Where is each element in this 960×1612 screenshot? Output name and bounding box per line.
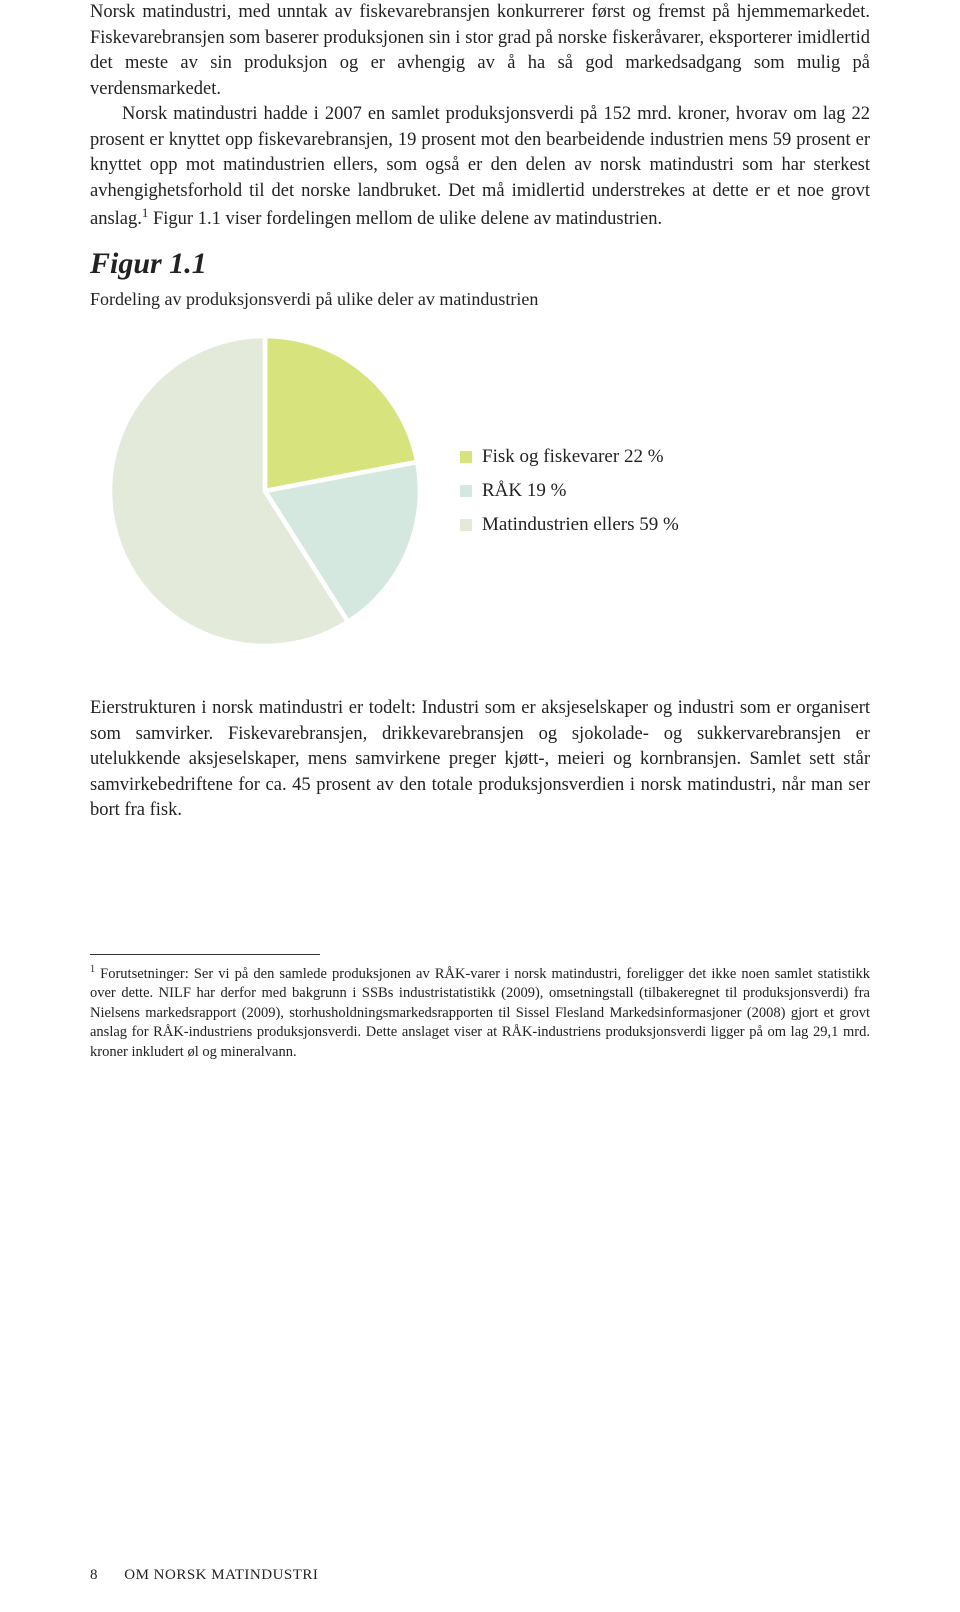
p1-text: Norsk matindustri, med unntak av fiskeva… [90,2,870,22]
legend-swatch [460,451,472,463]
chart-legend: Fisk og fiskevarer 22 % RÅK 19 % Matindust… [460,446,679,536]
ownership-paragraph: Eierstrukturen i norsk matindustri er to… [90,696,870,824]
footnote-rule [90,954,320,955]
legend-label: Fisk og fiskevarer 22 % [482,446,664,468]
legend-label: RÅK 19 % [482,480,566,502]
p3-tail: Figur 1.1 viser fordelingen mellom de ul… [148,209,662,229]
legend-label: Matindustrien ellers 59 % [482,514,679,536]
footnote-text: 1 Forutsetninger: Ser vi på den samlede … [90,963,870,1063]
p2-text: Fiskevarebransjen som baserer produksjon… [90,28,870,99]
legend-item: Matindustrien ellers 59 % [460,514,679,536]
page-footer: 8 OM NORSK MATINDUSTRI [90,1567,318,1584]
intro-paragraph: Norsk matindustri, med unntak av fiskeva… [90,0,870,102]
footnote-body: Forutsetninger: Ser vi på den samlede pr… [90,966,870,1060]
pie-chart [110,336,420,646]
footnote-marker: 1 [90,964,95,975]
main-paragraph: Norsk matindustri hadde i 2007 en samlet… [90,102,870,233]
legend-item: Fisk og fiskevarer 22 % [460,446,679,468]
section-title: OM NORSK MATINDUSTRI [124,1567,318,1583]
page-number: 8 [90,1567,98,1583]
figure-heading: Figur 1.1 [90,247,870,281]
pie-chart-area: Fisk og fiskevarer 22 % RÅK 19 % Matindust… [110,336,870,646]
legend-swatch [460,485,472,497]
figure-subtitle: Fordeling av produksjonsverdi på ulike d… [90,287,870,311]
legend-item: RÅK 19 % [460,480,679,502]
legend-swatch [460,519,472,531]
